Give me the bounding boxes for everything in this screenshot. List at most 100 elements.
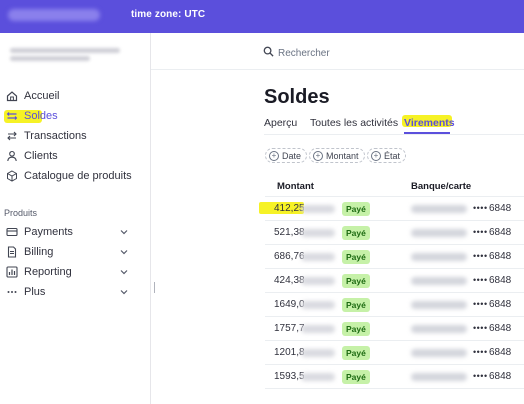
sidebar-item-clients[interactable]: Clients [5,148,145,164]
masked-digits: •••• [473,347,488,357]
amount-cell: 1649,00 [274,299,304,310]
bank-name-redacted [411,277,467,285]
plus-circle-icon: + [371,150,381,161]
column-header-montant[interactable]: Montant [277,181,314,192]
status-badge: Payé [342,274,370,288]
chevron-down-icon[interactable] [117,265,131,279]
filter-date-button[interactable]: + Date [265,148,308,163]
sidebar-section-label: Produits [4,208,38,218]
table-row[interactable]: 1757,78 Payé •••• 6848 [265,317,524,341]
card-last4: 6848 [489,203,512,214]
sidebar-item-catalogue[interactable]: Catalogue de produits [5,168,145,184]
account-logo-redacted[interactable] [10,45,134,67]
sidebar-item-payments[interactable]: Payments [5,224,145,240]
balance-icon [5,109,19,123]
masked-digits: •••• [473,371,488,381]
sidebar-item-label: Catalogue de produits [24,170,132,182]
table-row[interactable]: 521,38 Payé •••• 6848 [265,221,524,245]
masked-digits: •••• [473,275,488,285]
search-input[interactable]: Rechercher [263,43,524,63]
sidebar-item-accueil[interactable]: Accueil [5,88,145,104]
sidebar [0,33,151,404]
status-badge: Payé [342,298,370,312]
search-placeholder: Rechercher [278,47,330,59]
sidebar-item-plus[interactable]: Plus [5,284,145,300]
amount-cell: 1593,56 [274,371,304,382]
table-row[interactable]: 1201,83 Payé •••• 6848 [265,341,524,365]
document-icon [5,245,19,259]
chevron-down-icon[interactable] [117,225,131,239]
sidebar-item-transactions[interactable]: Transactions [5,128,145,144]
bank-name-redacted [411,373,467,381]
table-row[interactable]: 1593,56 Payé •••• 6848 [265,365,524,389]
column-header-banque-carte[interactable]: Banque/carte [411,181,472,192]
highlight-mark [4,110,42,123]
card-last4: 6848 [489,299,512,310]
bank-name-redacted [411,229,467,237]
bank-name-redacted [411,253,467,261]
amount-redacted [301,205,335,213]
amount-cell: 424,38 [274,275,304,286]
sidebar-item-soldes[interactable]: Soldes [5,108,145,124]
transfer-arrows-icon [5,129,19,143]
filter-montant-button[interactable]: + Montant [309,148,365,163]
sidebar-item-label: Transactions [24,130,87,142]
person-icon [5,149,19,163]
card-last4: 6848 [489,227,512,238]
box-icon [5,169,19,183]
filter-label: Montant [326,150,359,161]
active-tab-indicator [404,132,450,134]
table-row[interactable]: 1649,00 Payé •••• 6848 [265,293,524,317]
tab-apercu[interactable]: Aperçu [264,117,298,129]
filter-etat-button[interactable]: + État [367,148,407,163]
filter-label: Date [282,150,302,161]
sidebar-item-reporting[interactable]: Reporting [5,264,145,280]
more-dots-icon [5,285,19,299]
tab-toutes-les-activites[interactable]: Toutes les activités [310,117,399,129]
sidebar-item-billing[interactable]: Billing [5,244,145,260]
table-row[interactable]: 424,38 Payé •••• 6848 [265,269,524,293]
card-last4: 6848 [489,371,512,382]
plus-circle-icon: + [313,150,323,161]
tabs-divider [264,134,524,135]
chevron-down-icon[interactable] [117,245,131,259]
table-row[interactable]: 686,76 Payé •••• 6848 [265,245,524,269]
sidebar-item-label: Accueil [24,90,60,102]
top-bar: time zone: UTC [0,0,524,33]
header-divider [151,69,524,70]
amount-cell: 1201,83 [274,347,304,358]
account-name-redacted[interactable] [8,9,100,21]
masked-digits: •••• [473,299,488,309]
amount-redacted [301,373,335,381]
status-badge: Payé [342,322,370,336]
card-last4: 6848 [489,251,512,262]
sidebar-item-label: Clients [24,150,58,162]
amount-redacted [301,325,335,333]
cursor-marker [154,282,155,293]
sidebar-item-label: Billing [24,246,54,258]
tab-virements[interactable]: Virements [404,117,455,129]
amount-redacted [301,277,335,285]
table-row[interactable]: 412,25 Payé •••• 6848 [265,197,524,221]
masked-digits: •••• [473,323,488,333]
status-badge: Payé [342,346,370,360]
search-icon [263,46,274,60]
amount-redacted [301,253,335,261]
amount-redacted [301,229,335,237]
masked-digits: •••• [473,227,488,237]
sidebar-item-label: Soldes [24,110,58,122]
chart-icon [5,265,19,279]
bank-name-redacted [411,205,467,213]
card-icon [5,225,19,239]
chevron-down-icon[interactable] [117,285,131,299]
highlight-mark [259,202,304,214]
table-header: Montant Banque/carte [265,173,524,197]
sidebar-item-label: Reporting [24,266,72,278]
masked-digits: •••• [473,203,488,213]
timezone-label: time zone: UTC [131,9,206,20]
filter-label: État [384,150,401,161]
masked-digits: •••• [473,251,488,261]
highlight-mark [402,115,452,127]
status-badge: Payé [342,226,370,240]
status-badge: Payé [342,370,370,384]
